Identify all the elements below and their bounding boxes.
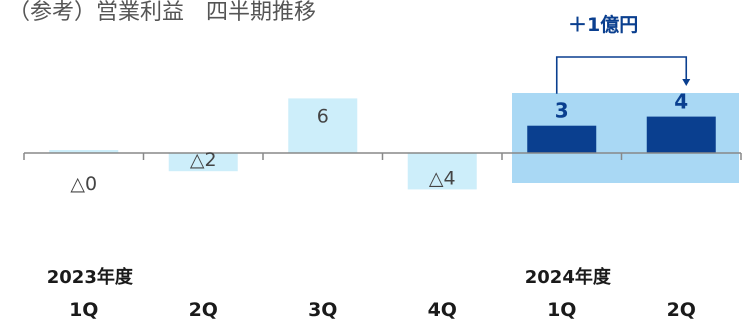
category-label: 2Q — [667, 299, 696, 321]
fiscal-year-label: 2023年度 — [46, 267, 133, 288]
category-label: 1Q — [547, 299, 576, 321]
bar — [49, 150, 119, 153]
fiscal-year-label: 2024年度 — [524, 267, 611, 288]
comparison-bracket — [555, 56, 688, 94]
data-label: △0 — [70, 173, 97, 195]
data-label: △4 — [429, 167, 456, 189]
data-label: △2 — [190, 149, 217, 171]
category-label: 4Q — [428, 299, 457, 321]
growth-annotation: ＋1億円 — [568, 14, 639, 36]
bar — [288, 98, 358, 153]
chart-title: （参考）営業利益 四半期推移 — [8, 0, 317, 25]
category-label: 2Q — [189, 299, 218, 321]
bar — [168, 153, 238, 172]
category-label: 1Q — [69, 299, 98, 321]
bar — [646, 116, 716, 153]
data-label: 4 — [674, 90, 688, 114]
bar — [407, 153, 477, 190]
category-label: 3Q — [308, 299, 337, 321]
bracket-arrowhead — [682, 79, 691, 86]
bar — [527, 125, 597, 153]
data-label: 6 — [317, 105, 329, 127]
data-label: 3 — [555, 99, 569, 123]
